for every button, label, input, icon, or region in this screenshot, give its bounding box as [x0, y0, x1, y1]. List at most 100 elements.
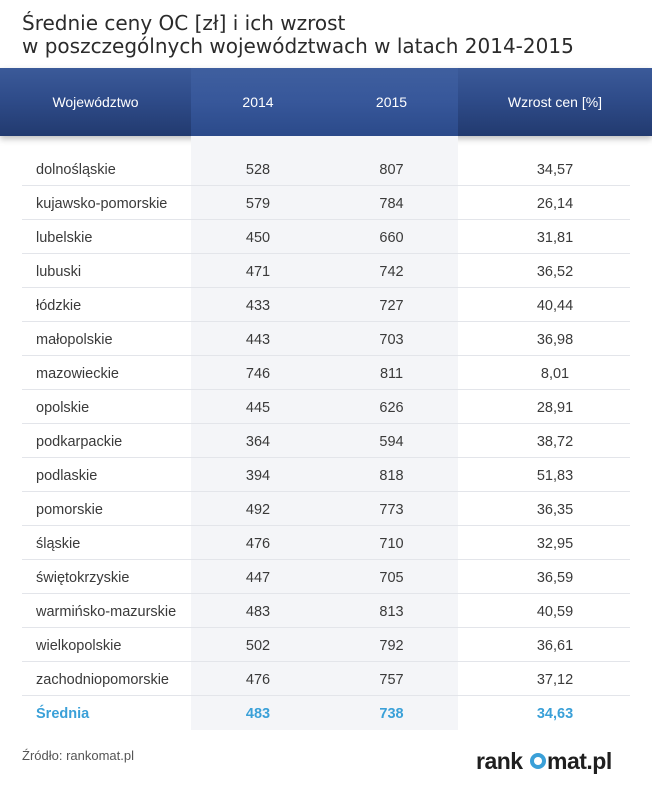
value-2015-cell: 660 [379, 230, 404, 246]
region-cell: lubuski [36, 264, 82, 280]
region-cell: mazowieckie [36, 366, 119, 382]
growth-cell: 40,44 [536, 298, 574, 314]
value-2014-cell: 528 [245, 162, 271, 178]
row-divider [22, 185, 630, 186]
region-cell: lubelskie [36, 230, 93, 246]
region-cell: dolnośląskie [36, 162, 116, 178]
table-row: łódzkie 433 727 40,44 [0, 288, 652, 322]
growth-cell: 32,95 [536, 536, 574, 552]
value-2014-cell: 476 [245, 672, 271, 688]
row-divider [22, 627, 630, 628]
table-row: podkarpackie 364 594 38,72 [0, 424, 652, 458]
growth-cell: 37,12 [536, 672, 574, 688]
table-row: pomorskie 492 773 36,35 [0, 492, 652, 526]
value-2014-cell: 471 [245, 264, 271, 280]
column-header-region: Województwo [52, 94, 139, 110]
column-header-2015: 2015 [375, 94, 408, 110]
region-cell: wielkopolskie [36, 638, 122, 654]
growth-cell: 36,59 [536, 570, 574, 586]
average-row: Średnia 483 738 34,63 [0, 696, 652, 730]
region-cell: warmińsko-mazurskie [36, 604, 177, 620]
row-divider [22, 219, 630, 220]
value-2014-cell: 483 [245, 706, 271, 722]
table-row: opolskie 445 626 28,91 [0, 390, 652, 424]
row-divider [22, 389, 630, 390]
table-row: lubuski 471 742 36,52 [0, 254, 652, 288]
growth-cell: 31,81 [536, 230, 574, 246]
table-header: Województwo 2014 2015 Wzrost cen [%] [0, 68, 652, 136]
value-2014-cell: 450 [245, 230, 271, 246]
growth-cell: 51,83 [536, 468, 574, 484]
value-2015-cell: 594 [379, 434, 404, 450]
table-row: małopolskie 443 703 36,98 [0, 322, 652, 356]
row-divider [22, 525, 630, 526]
value-2015-cell: 742 [379, 264, 404, 280]
value-2015-cell: 784 [379, 196, 404, 212]
growth-cell: 40,59 [536, 604, 574, 620]
region-cell: opolskie [36, 400, 90, 416]
value-2015-cell: 727 [379, 298, 404, 314]
value-2014-cell: 443 [245, 332, 271, 348]
row-divider [22, 457, 630, 458]
value-2015-cell: 626 [379, 400, 404, 416]
row-divider [22, 253, 630, 254]
table-row: lubelskie 450 660 31,81 [0, 220, 652, 254]
region-cell: Średnia [36, 706, 90, 722]
source-note: Źródło: rankomat.pl [22, 748, 134, 763]
value-2014-cell: 746 [245, 366, 271, 382]
table-row: zachodniopomorskie 476 757 37,12 [0, 662, 652, 696]
row-divider [22, 593, 630, 594]
table-row: podlaskie 394 818 51,83 [0, 458, 652, 492]
table-row: świętokrzyskie 447 705 36,59 [0, 560, 652, 594]
growth-cell: 28,91 [536, 400, 574, 416]
chart-title-line2: w poszczególnych województwach w latach … [22, 34, 574, 58]
table-row: śląskie 476 710 32,95 [0, 526, 652, 560]
value-2014-cell: 447 [245, 570, 271, 586]
row-divider [22, 559, 630, 560]
region-cell: łódzkie [36, 298, 82, 314]
region-cell: pomorskie [36, 502, 103, 518]
row-divider [22, 355, 630, 356]
value-2014-cell: 476 [245, 536, 271, 552]
row-divider [22, 695, 630, 696]
growth-cell: 36,52 [536, 264, 574, 280]
region-cell: małopolskie [36, 332, 113, 348]
region-cell: świętokrzyskie [36, 570, 130, 586]
row-divider [22, 321, 630, 322]
growth-cell: 34,57 [536, 162, 574, 178]
growth-cell: 38,72 [536, 434, 574, 450]
column-header-2014: 2014 [242, 94, 274, 110]
logo-text-start: rank [476, 748, 523, 774]
row-divider [22, 287, 630, 288]
growth-cell: 34,63 [536, 706, 574, 722]
rankomat-logo: rank mat.pl [476, 746, 626, 776]
region-cell: zachodniopomorskie [36, 672, 169, 688]
value-2015-cell: 705 [379, 570, 404, 586]
growth-cell: 8,01 [540, 366, 570, 382]
value-2015-cell: 710 [379, 536, 404, 552]
growth-cell: 36,61 [536, 638, 574, 654]
value-2014-cell: 394 [245, 468, 271, 484]
value-2014-cell: 364 [245, 434, 271, 450]
growth-cell: 36,98 [536, 332, 574, 348]
logo-graphic: rank mat.pl [476, 748, 612, 774]
value-2014-cell: 483 [245, 604, 271, 620]
chart-title-line1: Średnie ceny OC [zł] i ich wzrost [22, 11, 346, 35]
row-divider [22, 491, 630, 492]
region-cell: kujawsko-pomorskie [36, 196, 168, 212]
value-2014-cell: 492 [245, 502, 271, 518]
value-2015-cell: 757 [379, 672, 404, 688]
logo-o-inner [534, 757, 542, 765]
value-2015-cell: 811 [379, 366, 404, 382]
value-2014-cell: 433 [245, 298, 271, 314]
value-2014-cell: 579 [245, 196, 271, 212]
value-2014-cell: 502 [245, 638, 271, 654]
value-2015-cell: 807 [379, 162, 404, 178]
region-cell: podlaskie [36, 468, 98, 484]
region-cell: śląskie [36, 536, 81, 552]
column-header-growth: Wzrost cen [%] [507, 94, 603, 110]
region-cell: podkarpackie [36, 434, 123, 450]
value-2014-cell: 445 [245, 400, 271, 416]
table-row: mazowieckie 746 811 8,01 [0, 356, 652, 390]
value-2015-cell: 738 [379, 706, 404, 722]
